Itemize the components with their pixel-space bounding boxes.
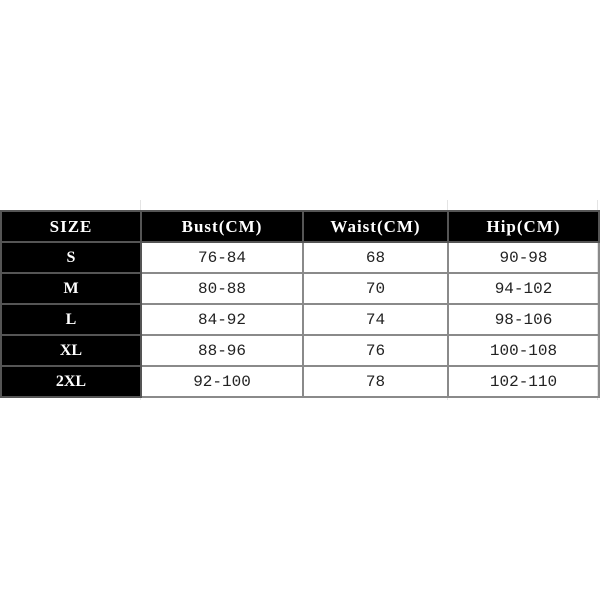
size-cell: L bbox=[0, 303, 142, 336]
waist-cell: 70 bbox=[302, 272, 449, 305]
table-row: L 84-92 74 98-106 bbox=[0, 303, 600, 336]
size-cell: 2XL bbox=[0, 365, 142, 398]
bust-cell: 92-100 bbox=[140, 365, 304, 398]
header-waist: Waist(CM) bbox=[302, 210, 449, 243]
waist-cell: 74 bbox=[302, 303, 449, 336]
hip-cell: 102-110 bbox=[447, 365, 600, 398]
header-row: SIZE Bust(CM) Waist(CM) Hip(CM) bbox=[0, 210, 600, 243]
bust-cell: 88-96 bbox=[140, 334, 304, 367]
waist-cell: 76 bbox=[302, 334, 449, 367]
bust-cell: 80-88 bbox=[140, 272, 304, 305]
bust-cell: 84-92 bbox=[140, 303, 304, 336]
table-row: XL 88-96 76 100-108 bbox=[0, 334, 600, 367]
waist-cell: 68 bbox=[302, 241, 449, 274]
hip-cell: 100-108 bbox=[447, 334, 600, 367]
header-hip: Hip(CM) bbox=[447, 210, 600, 243]
size-cell: M bbox=[0, 272, 142, 305]
hip-cell: 90-98 bbox=[447, 241, 600, 274]
table-row: 2XL 92-100 78 102-110 bbox=[0, 365, 600, 398]
table-row: M 80-88 70 94-102 bbox=[0, 272, 600, 305]
size-cell: XL bbox=[0, 334, 142, 367]
bust-cell: 76-84 bbox=[140, 241, 304, 274]
header-size: SIZE bbox=[0, 210, 142, 243]
waist-cell: 78 bbox=[302, 365, 449, 398]
hip-cell: 94-102 bbox=[447, 272, 600, 305]
header-bust: Bust(CM) bbox=[140, 210, 304, 243]
hip-cell: 98-106 bbox=[447, 303, 600, 336]
table-row: S 76-84 68 90-98 bbox=[0, 241, 600, 274]
size-chart-table: SIZE Bust(CM) Waist(CM) Hip(CM) S 76-84 … bbox=[0, 210, 600, 398]
size-cell: S bbox=[0, 241, 142, 274]
